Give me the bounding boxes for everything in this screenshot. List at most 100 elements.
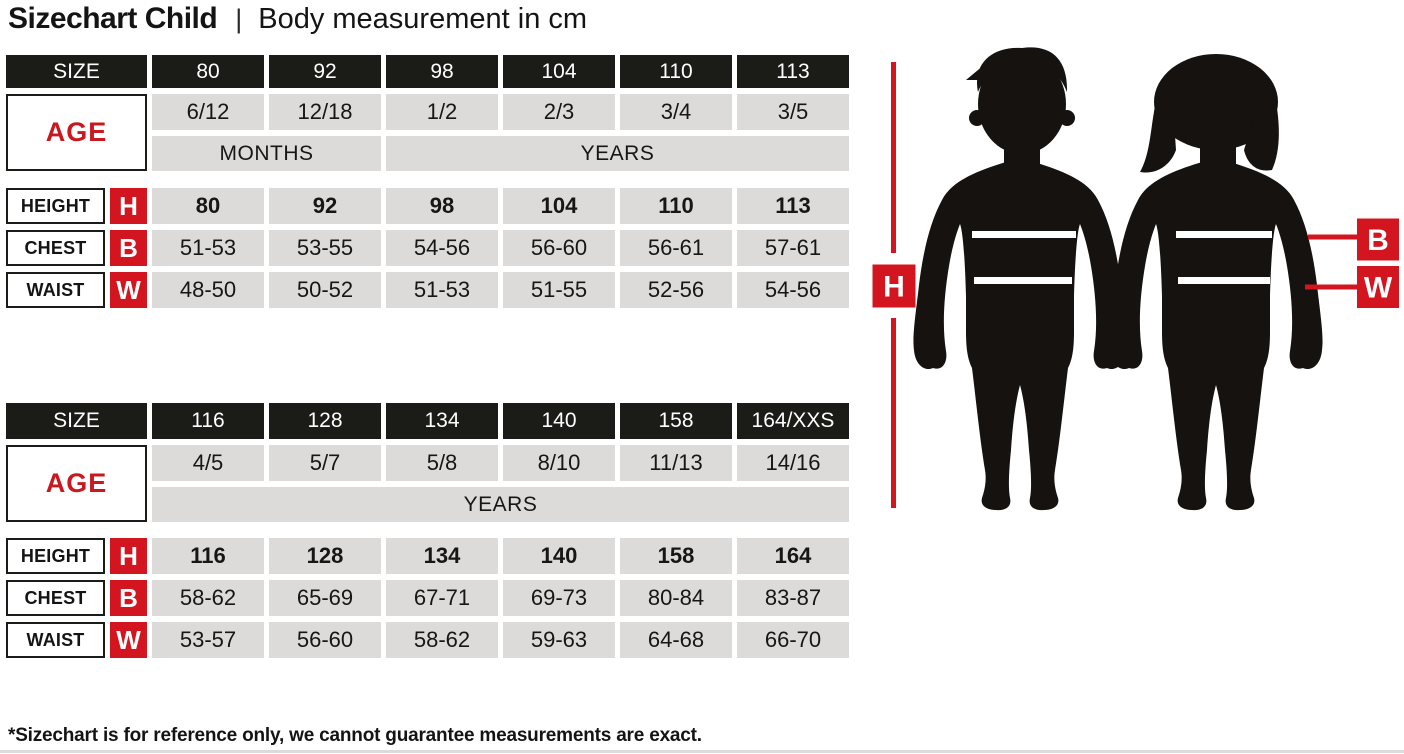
height-value-cell: 164 xyxy=(737,538,849,574)
footnote-text: *Sizechart is for reference only, we can… xyxy=(8,725,702,746)
chest-badge: B xyxy=(110,580,147,616)
size-value-cell: 116 xyxy=(152,403,264,439)
age-value-cell: 14/16 xyxy=(737,445,849,481)
height-value-cell: 104 xyxy=(503,188,615,224)
chest-value-cell: 58-62 xyxy=(152,580,264,616)
age-value-cell: 5/7 xyxy=(269,445,381,481)
chest-value-cell: 80-84 xyxy=(620,580,732,616)
waist-value-cell: 50-52 xyxy=(269,272,381,308)
waist-badge: W xyxy=(110,272,147,308)
height-value-cell: 110 xyxy=(620,188,732,224)
chest-value-cell: 51-53 xyxy=(152,230,264,266)
height-value-cell: 158 xyxy=(620,538,732,574)
waist-value-cell: 51-55 xyxy=(503,272,615,308)
height-label-box: HEIGHT xyxy=(6,188,105,224)
age-value-cell: 3/5 xyxy=(737,94,849,130)
boy-silhouette xyxy=(913,47,1127,511)
chest-value-cell: 83-87 xyxy=(737,580,849,616)
chest-marker: B xyxy=(1308,218,1399,261)
age-value-cell: 11/13 xyxy=(620,445,732,481)
chest-marker-letter: B xyxy=(1367,224,1389,257)
title-main: Sizechart Child xyxy=(8,2,218,35)
boy-chest-line xyxy=(972,231,1076,238)
size-value-cell: 134 xyxy=(386,403,498,439)
unit-years-cell: YEARS xyxy=(152,487,849,522)
waist-value-cell: 48-50 xyxy=(152,272,264,308)
size-header-label: SIZE xyxy=(6,55,147,88)
chest-value-cell: 56-60 xyxy=(503,230,615,266)
size-header-label: SIZE xyxy=(6,403,147,439)
age-value-cell: 1/2 xyxy=(386,94,498,130)
age-value-cell: 2/3 xyxy=(503,94,615,130)
chest-label-box: CHEST xyxy=(6,230,105,266)
height-marker-letter: H xyxy=(883,271,905,304)
size-value-cell: 128 xyxy=(269,403,381,439)
size-value-cell: 113 xyxy=(737,55,849,88)
chest-value-cell: 53-55 xyxy=(269,230,381,266)
measurement-figure: H B W xyxy=(860,45,1404,521)
waist-marker-badge xyxy=(1357,266,1399,308)
waist-value-cell: 64-68 xyxy=(620,622,732,658)
age-label-box: AGE xyxy=(6,445,147,522)
girl-chest-line xyxy=(1176,231,1272,238)
size-value-cell: 92 xyxy=(269,55,381,88)
waist-value-cell: 54-56 xyxy=(737,272,849,308)
sizechart-table-infant: SIZE 80 92 98 104 110 113 AGE 6/12 12/18… xyxy=(6,55,849,308)
age-value-cell: 5/8 xyxy=(386,445,498,481)
height-label-box: HEIGHT xyxy=(6,538,105,574)
waist-value-cell: 51-53 xyxy=(386,272,498,308)
height-value-cell: 80 xyxy=(152,188,264,224)
chest-label-box: CHEST xyxy=(6,580,105,616)
size-value-cell: 104 xyxy=(503,55,615,88)
age-value-cell: 6/12 xyxy=(152,94,264,130)
height-value-cell: 92 xyxy=(269,188,381,224)
unit-years-cell: YEARS xyxy=(386,136,849,171)
chest-marker-badge xyxy=(1357,218,1399,261)
girl-waist-line xyxy=(1178,277,1270,284)
waist-marker: W xyxy=(1305,266,1399,308)
chest-value-cell: 69-73 xyxy=(503,580,615,616)
bottom-divider xyxy=(0,750,1404,753)
waist-value-cell: 59-63 xyxy=(503,622,615,658)
boy-waist-line xyxy=(974,277,1072,284)
waist-value-cell: 58-62 xyxy=(386,622,498,658)
size-value-cell: 80 xyxy=(152,55,264,88)
waist-value-cell: 52-56 xyxy=(620,272,732,308)
waist-label-box: WAIST xyxy=(6,622,105,658)
chest-value-cell: 56-61 xyxy=(620,230,732,266)
chest-value-cell: 65-69 xyxy=(269,580,381,616)
height-marker: H xyxy=(872,62,916,508)
chest-badge: B xyxy=(110,230,147,266)
waist-value-cell: 66-70 xyxy=(737,622,849,658)
chest-value-cell: 67-71 xyxy=(386,580,498,616)
chest-value-cell: 57-61 xyxy=(737,230,849,266)
sizechart-table-child: SIZE 116 128 134 140 158 164/XXS AGE 4/5… xyxy=(6,403,849,658)
chest-value-cell: 54-56 xyxy=(386,230,498,266)
title-separator: | xyxy=(235,4,243,34)
size-value-cell: 98 xyxy=(386,55,498,88)
size-value-cell: 164/XXS xyxy=(737,403,849,439)
height-value-cell: 128 xyxy=(269,538,381,574)
height-badge: H xyxy=(110,188,147,224)
height-marker-badge xyxy=(872,264,916,308)
height-value-cell: 113 xyxy=(737,188,849,224)
unit-months-cell: MONTHS xyxy=(152,136,381,171)
height-value-cell: 116 xyxy=(152,538,264,574)
page-title: Sizechart Child | Body measurement in cm xyxy=(8,2,587,36)
age-value-cell: 8/10 xyxy=(503,445,615,481)
size-value-cell: 110 xyxy=(620,55,732,88)
height-badge: H xyxy=(110,538,147,574)
height-value-cell: 134 xyxy=(386,538,498,574)
girl-silhouette xyxy=(1109,54,1323,511)
age-value-cell: 4/5 xyxy=(152,445,264,481)
waist-marker-letter: W xyxy=(1364,272,1393,305)
size-value-cell: 158 xyxy=(620,403,732,439)
size-value-cell: 140 xyxy=(503,403,615,439)
waist-value-cell: 56-60 xyxy=(269,622,381,658)
age-value-cell: 3/4 xyxy=(620,94,732,130)
waist-value-cell: 53-57 xyxy=(152,622,264,658)
title-subtitle: Body measurement in cm xyxy=(258,3,588,35)
age-value-cell: 12/18 xyxy=(269,94,381,130)
height-value-cell: 98 xyxy=(386,188,498,224)
